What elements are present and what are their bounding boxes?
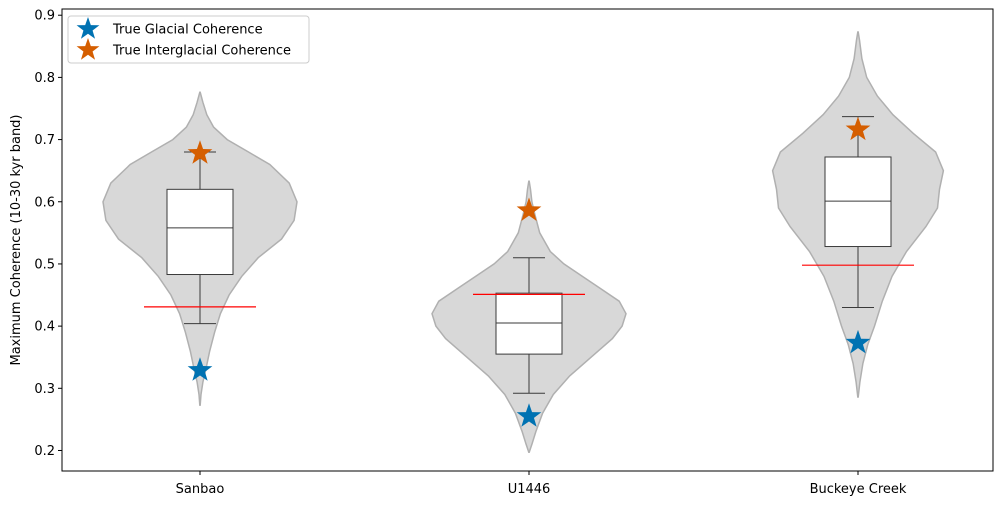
legend: True Glacial Coherence True Interglacial… [67, 15, 310, 64]
interglacial-star-sanbao [187, 140, 213, 164]
boxes-layer [144, 116, 914, 394]
plot-frame [61, 8, 994, 472]
x-tick-label: Buckeye Creek [810, 482, 907, 497]
legend-glacial-star-icon [76, 17, 100, 39]
legend-glacial-label: True Glacial Coherence [112, 23, 263, 38]
legend-interglacial-label: True Interglacial Coherence [112, 44, 291, 59]
glacial-star-u1446 [516, 403, 542, 427]
legend-frame [67, 15, 310, 64]
markers-layer [187, 116, 871, 427]
y-tick-label: 0.3 [34, 382, 55, 397]
y-tick-label: 0.5 [34, 257, 55, 272]
y-tick-label: 0.4 [34, 320, 55, 335]
x-tick-label: Sanbao [176, 482, 225, 497]
y-axis: 0.2 0.3 0.4 0.5 0.6 0.7 0.8 0.9 [34, 9, 62, 459]
box-sanbao [166, 188, 234, 276]
glacial-star-buckeye-creek [845, 329, 871, 354]
x-axis: Sanbao U1446 Buckeye Creek [176, 471, 907, 497]
interglacial-star-u1446 [516, 197, 542, 221]
y-tick-label: 0.7 [34, 133, 55, 148]
y-tick-label: 0.2 [34, 444, 55, 459]
legend-interglacial-star-icon [76, 38, 100, 60]
y-axis-label: Maximum Coherence (10-30 kyr band) [9, 114, 24, 365]
y-tick-label: 0.8 [34, 71, 55, 86]
y-tick-label: 0.9 [34, 9, 55, 24]
y-tick-label: 0.6 [34, 195, 55, 210]
box-u1446 [495, 292, 563, 355]
interglacial-star-buckeye-creek [845, 116, 871, 141]
box-buckeye-creek [824, 156, 892, 248]
x-tick-label: U1446 [508, 482, 551, 497]
glacial-star-sanbao [187, 357, 213, 381]
